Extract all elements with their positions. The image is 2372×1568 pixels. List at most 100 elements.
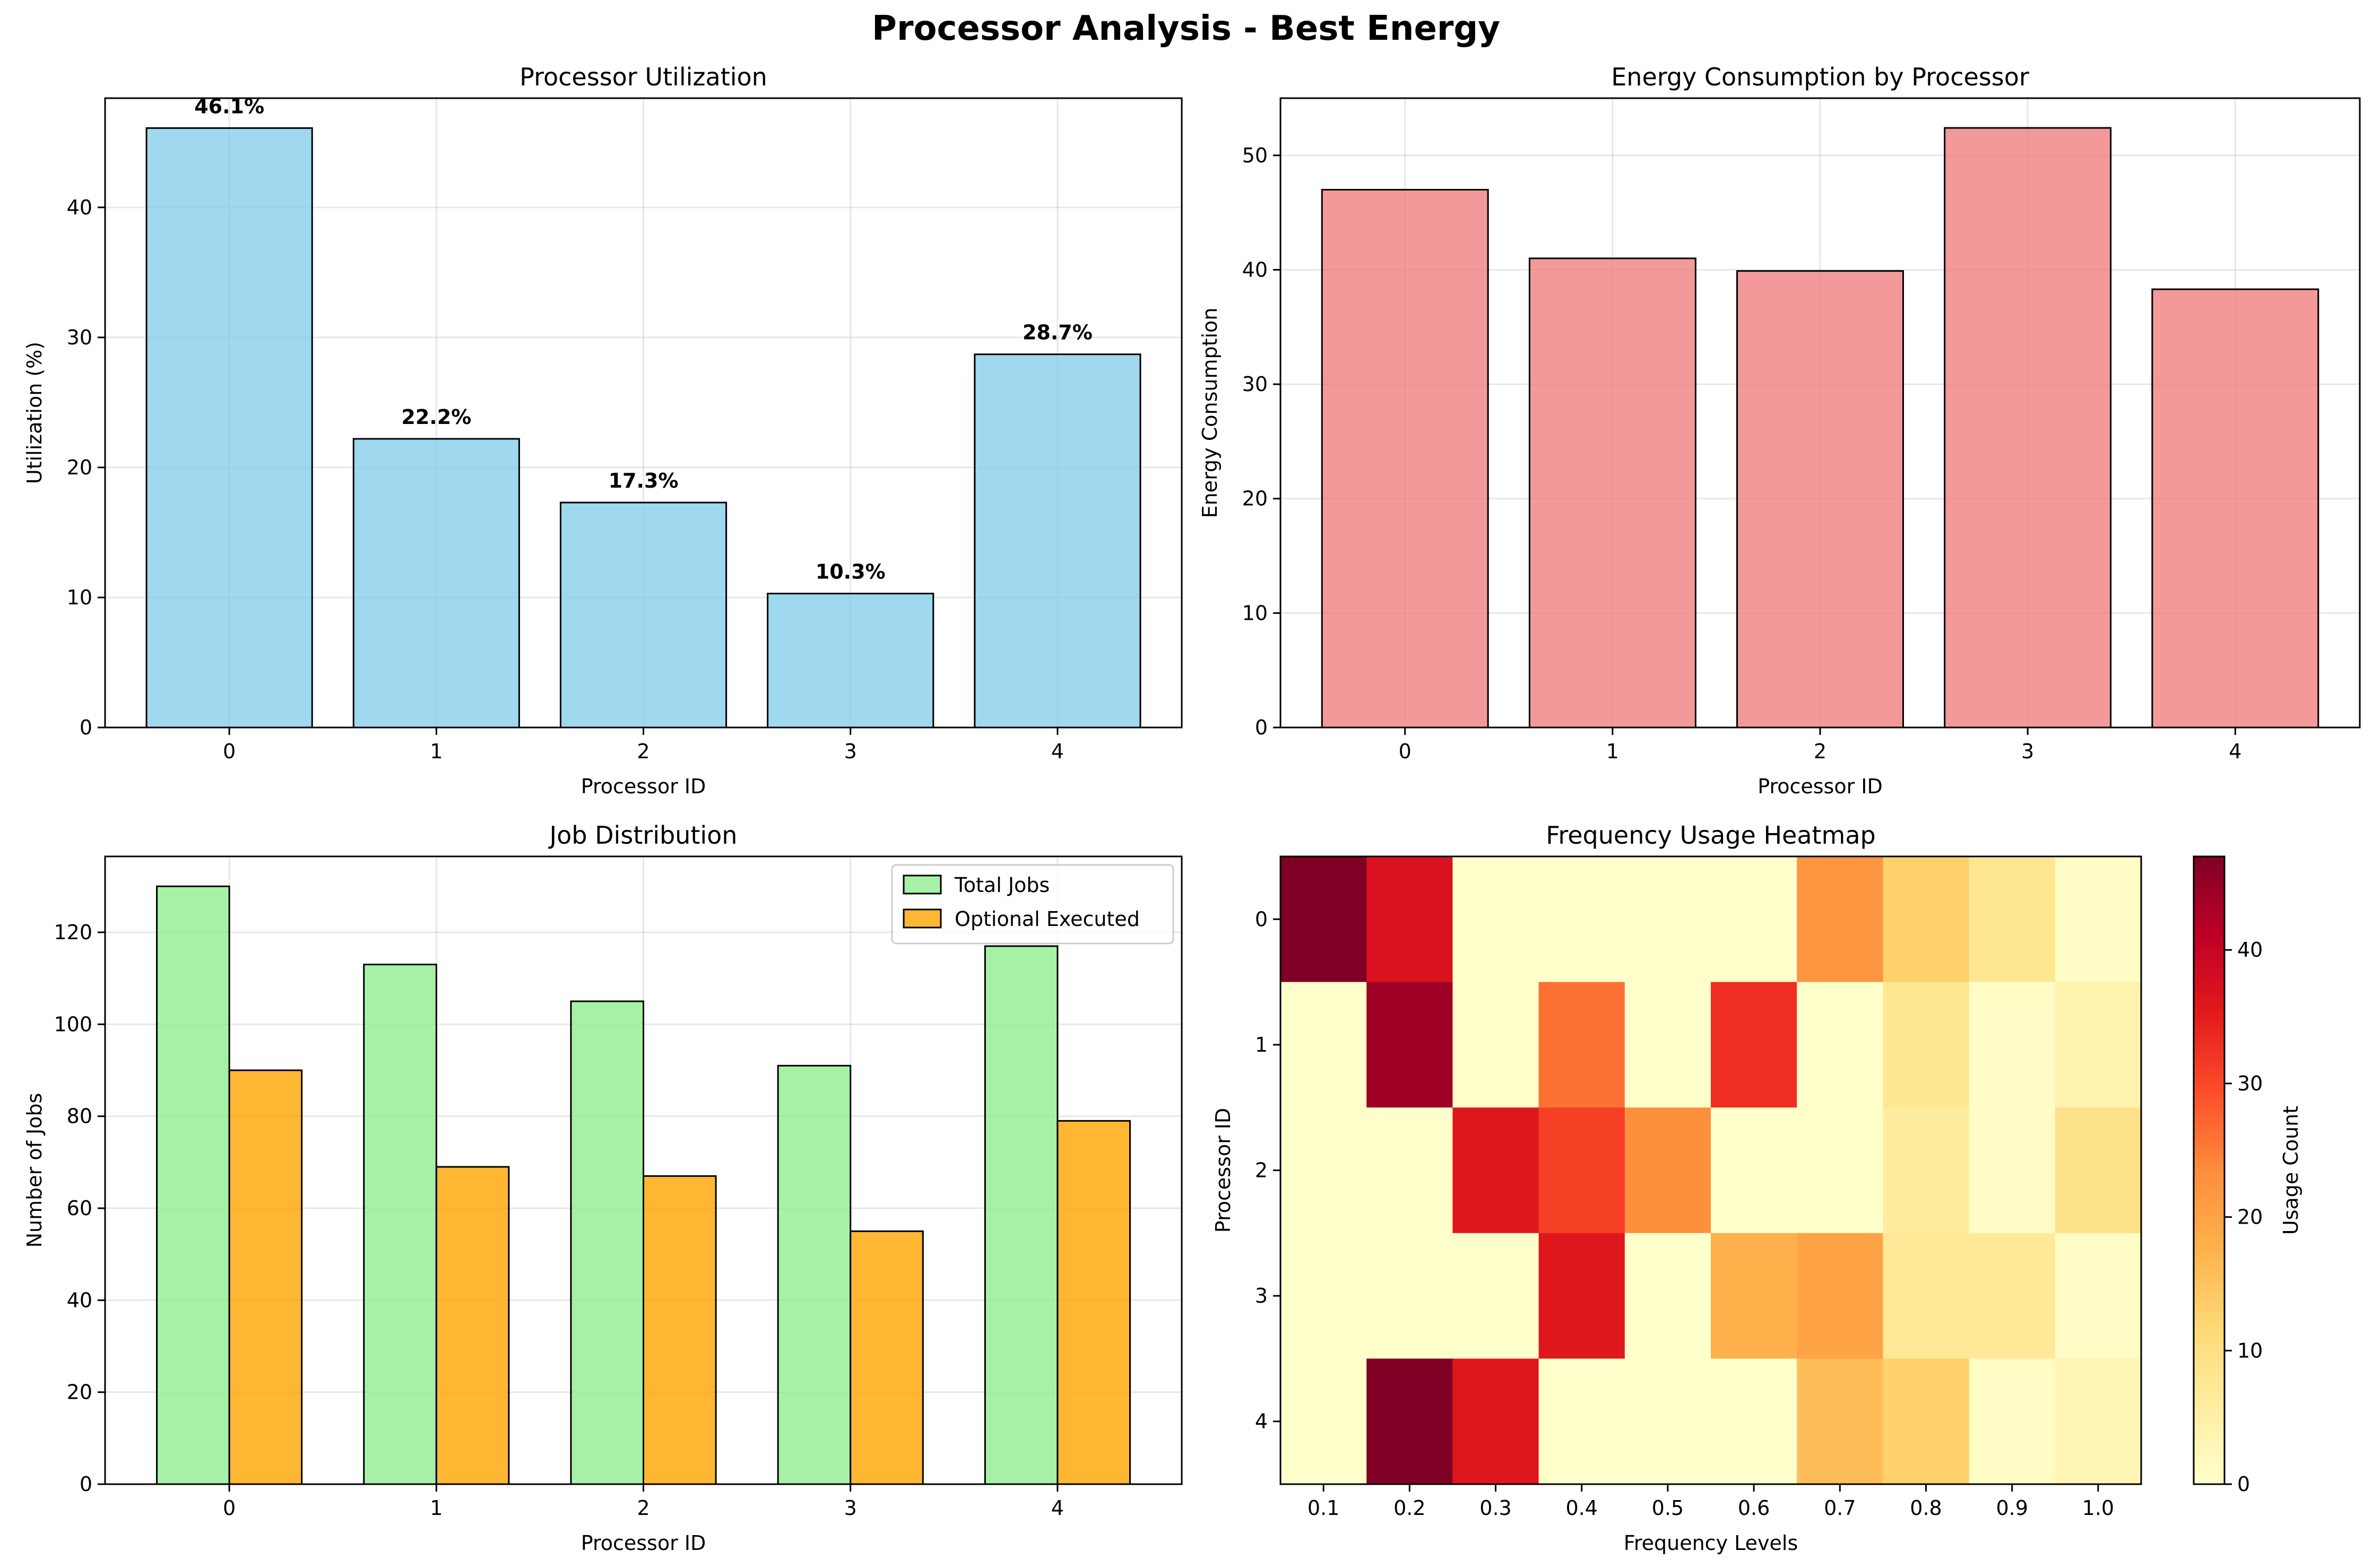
y-tick-label: 30 — [67, 326, 92, 349]
bar-optional-executed — [228, 1069, 303, 1485]
y-tick-label: 80 — [67, 1105, 92, 1128]
heatmap-cell — [1711, 982, 1797, 1108]
heatmap-cell — [1280, 982, 1367, 1108]
x-axis-label: Frequency Levels — [1624, 1531, 1798, 1555]
x-tick-label: 0 — [223, 1496, 236, 1520]
x-tick-label: 0.9 — [1996, 1496, 2028, 1520]
x-tick-label: 0.1 — [1308, 1496, 1339, 1520]
heatmap-cell — [1366, 856, 1453, 983]
chart-frequency-heatmap: Frequency Usage Heatmap Frequency Levels P… — [1211, 821, 2302, 1555]
x-tick-label: 0.5 — [1652, 1496, 1684, 1520]
chart-title: Processor Utilization — [520, 63, 767, 91]
y-tick-label: 4 — [1255, 1410, 1268, 1433]
bar — [1528, 257, 1696, 729]
x-tick-label: 2 — [637, 1496, 650, 1520]
y-tick-label: 20 — [67, 456, 92, 479]
heatmap-cell — [1797, 1107, 1883, 1234]
x-tick-label: 4 — [1051, 1496, 1064, 1520]
heatmap-cell — [1711, 1233, 1797, 1359]
y-axis-label: Number of Jobs — [23, 1093, 46, 1248]
heatmap-cell — [1366, 1358, 1453, 1485]
colorbar-tick-label: 20 — [2237, 1206, 2263, 1229]
heatmap-cell — [1969, 1358, 2056, 1485]
bar — [352, 438, 520, 729]
chart-title: Frequency Usage Heatmap — [1546, 821, 1876, 850]
y-tick-label: 10 — [1242, 601, 1268, 625]
bar — [145, 127, 313, 729]
x-tick-label: 2 — [1814, 740, 1826, 763]
y-tick-label: 2 — [1255, 1159, 1268, 1182]
heatmap-cell — [2055, 1107, 2142, 1234]
bar-total-jobs — [363, 964, 437, 1485]
bar-optional-executed — [1057, 1120, 1131, 1485]
bar — [974, 353, 1141, 729]
heatmap-cell — [1624, 982, 1711, 1108]
x-tick-label: 0.8 — [1910, 1496, 1942, 1520]
heatmap-cell — [1711, 1358, 1797, 1485]
y-tick-label: 40 — [1242, 258, 1268, 281]
data-label: 28.7% — [1023, 321, 1093, 344]
x-tick-label: 2 — [637, 740, 650, 763]
chart-job-distribution: Job Distribution Processor ID Number of Jo… — [23, 821, 1183, 1555]
heatmap-cell — [1624, 1107, 1711, 1234]
heatmap-cell — [1538, 982, 1625, 1108]
y-axis-label: Energy Consumption — [1198, 308, 1222, 518]
colorbar-tick-label: 0 — [2237, 1472, 2250, 1496]
x-tick-label: 3 — [844, 740, 857, 763]
x-tick-label: 1 — [430, 1496, 443, 1520]
y-tick-label: 0 — [80, 1472, 92, 1496]
x-tick-label: 0.7 — [1824, 1496, 1856, 1520]
bar-total-jobs — [570, 1000, 645, 1485]
y-tick-label: 3 — [1255, 1284, 1268, 1307]
colorbar-label: Usage Count — [2279, 1106, 2302, 1235]
y-tick-label: 20 — [67, 1381, 92, 1404]
data-label: 17.3% — [609, 469, 679, 492]
heatmap-cell — [1452, 982, 1539, 1108]
bar — [1944, 127, 2112, 729]
y-tick-label: 50 — [1242, 144, 1268, 167]
colorbar-tick-label: 30 — [2237, 1072, 2263, 1095]
x-axis-label: Processor ID — [581, 775, 706, 798]
heatmap-cell — [1969, 1233, 2056, 1359]
chart-utilization: Processor Utilization Processor ID Utiliza… — [23, 63, 1183, 798]
y-axis-label: Utilization (%) — [23, 342, 46, 484]
chart-title: Energy Consumption by Processor — [1611, 63, 2029, 91]
bar — [559, 501, 728, 729]
bar-total-jobs — [156, 885, 230, 1485]
colorbar-tick-label: 10 — [2237, 1339, 2263, 1362]
heatmap-cell — [1711, 856, 1797, 983]
heatmap-cell — [1883, 1107, 1970, 1234]
y-tick-label: 120 — [54, 921, 92, 944]
heatmap-cell — [1883, 1233, 1970, 1359]
x-tick-label: 0 — [1399, 740, 1412, 763]
heatmap-cell — [1883, 856, 1970, 983]
heatmap-cell — [1538, 1358, 1625, 1485]
heatmap-cell — [1280, 1107, 1367, 1234]
heatmap-cell — [1280, 1233, 1367, 1359]
heatmap-cell — [1280, 856, 1367, 983]
y-tick-label: 0 — [1255, 907, 1268, 931]
heatmap-cell — [1624, 1233, 1711, 1359]
heatmap-cell — [2055, 856, 2142, 983]
heatmap-cell — [1797, 856, 1883, 983]
x-tick-label: 3 — [844, 1496, 857, 1520]
y-axis-label: Processor ID — [1211, 1108, 1235, 1233]
legend-label: Total Jobs — [954, 873, 1050, 897]
x-tick-label: 1 — [430, 740, 443, 763]
heatmap-cell — [2055, 1233, 2142, 1359]
bar-total-jobs — [984, 945, 1059, 1485]
legend-box — [891, 864, 1174, 945]
heatmap-cell — [1538, 856, 1625, 983]
heatmap-cell — [2055, 1358, 2142, 1485]
heatmap-cell — [1797, 1358, 1883, 1485]
x-axis-label: Processor ID — [1758, 775, 1883, 798]
y-tick-label: 100 — [54, 1012, 92, 1036]
y-tick-label: 10 — [67, 586, 92, 609]
bar-total-jobs — [777, 1064, 852, 1485]
bar-optional-executed — [643, 1175, 717, 1485]
bar-optional-executed — [435, 1166, 510, 1485]
heatmap-cell — [1280, 1358, 1367, 1485]
y-tick-label: 60 — [67, 1197, 92, 1220]
x-tick-label: 0.4 — [1565, 1496, 1597, 1520]
